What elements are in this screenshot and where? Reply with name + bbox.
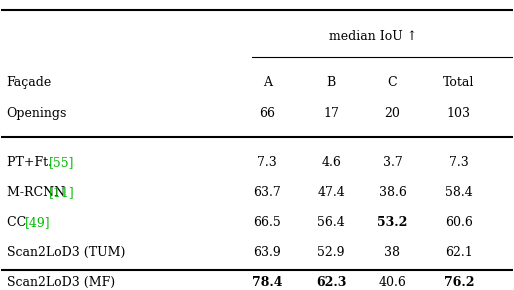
Text: 7.3: 7.3 xyxy=(449,156,469,169)
Text: 56.4: 56.4 xyxy=(317,216,345,229)
Text: M-RCNN: M-RCNN xyxy=(7,186,69,199)
Text: 3.7: 3.7 xyxy=(382,156,402,169)
Text: 38: 38 xyxy=(384,246,400,259)
Text: 7.3: 7.3 xyxy=(258,156,277,169)
Text: 58.4: 58.4 xyxy=(445,186,473,199)
Text: 60.6: 60.6 xyxy=(445,216,473,229)
Text: 40.6: 40.6 xyxy=(378,276,407,289)
Text: 66: 66 xyxy=(259,107,275,120)
Text: PT+Ft.: PT+Ft. xyxy=(7,156,56,169)
Text: CC: CC xyxy=(7,216,30,229)
Text: 62.1: 62.1 xyxy=(445,246,473,259)
Text: Scan2LoD3 (TUM): Scan2LoD3 (TUM) xyxy=(7,246,125,259)
Text: 62.3: 62.3 xyxy=(316,276,346,289)
Text: 38.6: 38.6 xyxy=(378,186,407,199)
Text: [11]: [11] xyxy=(49,186,75,199)
Text: median IoU ↑: median IoU ↑ xyxy=(329,30,417,43)
Text: Openings: Openings xyxy=(7,107,67,120)
Text: 76.2: 76.2 xyxy=(444,276,474,289)
Text: B: B xyxy=(326,76,336,89)
Text: 20: 20 xyxy=(384,107,400,120)
Text: 52.9: 52.9 xyxy=(317,246,345,259)
Text: 53.2: 53.2 xyxy=(377,216,408,229)
Text: 17: 17 xyxy=(323,107,339,120)
Text: C: C xyxy=(388,76,397,89)
Text: 63.7: 63.7 xyxy=(253,186,281,199)
Text: 103: 103 xyxy=(447,107,471,120)
Text: 4.6: 4.6 xyxy=(321,156,341,169)
Text: [49]: [49] xyxy=(25,216,50,229)
Text: Total: Total xyxy=(443,76,474,89)
Text: 78.4: 78.4 xyxy=(252,276,283,289)
Text: [55]: [55] xyxy=(49,156,74,169)
Text: Façade: Façade xyxy=(7,76,52,89)
Text: 66.5: 66.5 xyxy=(253,216,281,229)
Text: A: A xyxy=(263,76,272,89)
Text: 63.9: 63.9 xyxy=(253,246,281,259)
Text: 47.4: 47.4 xyxy=(317,186,345,199)
Text: Scan2LoD3 (MF): Scan2LoD3 (MF) xyxy=(7,276,115,289)
